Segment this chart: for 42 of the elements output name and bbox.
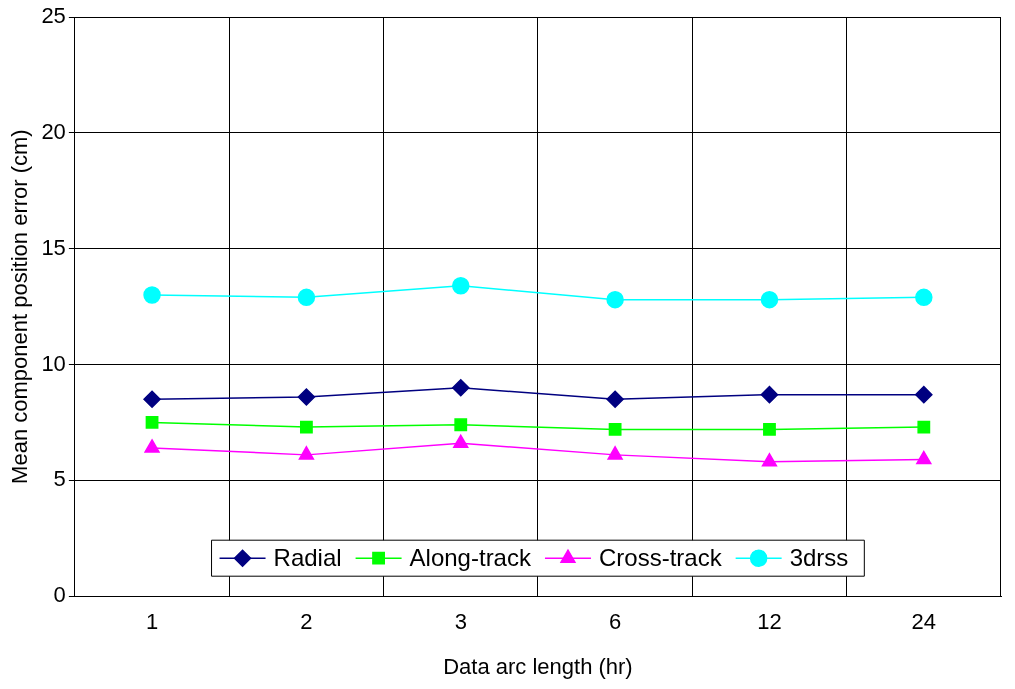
point bbox=[452, 277, 470, 295]
legend-label: Along-track bbox=[409, 543, 532, 571]
y-tick-label: 15 bbox=[41, 234, 66, 260]
point bbox=[915, 385, 933, 404]
point bbox=[763, 422, 776, 436]
point bbox=[607, 446, 623, 460]
legend-label: Radial bbox=[273, 543, 342, 571]
y-tick-label: 20 bbox=[41, 118, 66, 144]
point bbox=[300, 420, 313, 434]
point bbox=[606, 290, 624, 309]
y-tick-label: 0 bbox=[53, 582, 66, 608]
point bbox=[143, 390, 161, 409]
point bbox=[298, 446, 315, 460]
point bbox=[143, 286, 161, 304]
x-tick-label: 3 bbox=[454, 609, 467, 635]
legend-label: 3drss bbox=[789, 543, 849, 571]
point bbox=[915, 288, 933, 307]
x-axis-title: Data arc length (hr) bbox=[443, 653, 633, 679]
point bbox=[454, 418, 468, 432]
x-tick-label: 1 bbox=[145, 609, 159, 635]
point bbox=[917, 420, 931, 434]
x-tick-label: 12 bbox=[757, 609, 782, 635]
point bbox=[760, 290, 779, 309]
point bbox=[144, 439, 160, 453]
point bbox=[453, 434, 469, 449]
point bbox=[760, 385, 779, 404]
point bbox=[761, 453, 778, 467]
x-tick-label: 6 bbox=[608, 609, 622, 635]
point bbox=[608, 422, 622, 436]
x-tick-label: 24 bbox=[911, 609, 937, 635]
point bbox=[606, 390, 624, 409]
y-tick-label: 10 bbox=[41, 350, 66, 376]
x-tick-label: 2 bbox=[300, 609, 313, 635]
legend-label: Cross-track bbox=[598, 543, 723, 571]
point bbox=[297, 388, 316, 406]
point bbox=[297, 288, 316, 307]
point bbox=[916, 450, 932, 465]
y-tick-label: 25 bbox=[41, 3, 66, 29]
y-tick-label: 5 bbox=[53, 466, 66, 492]
y-axis-title: Mean component position error (cm) bbox=[7, 129, 33, 484]
point bbox=[145, 416, 159, 429]
point bbox=[452, 378, 470, 397]
